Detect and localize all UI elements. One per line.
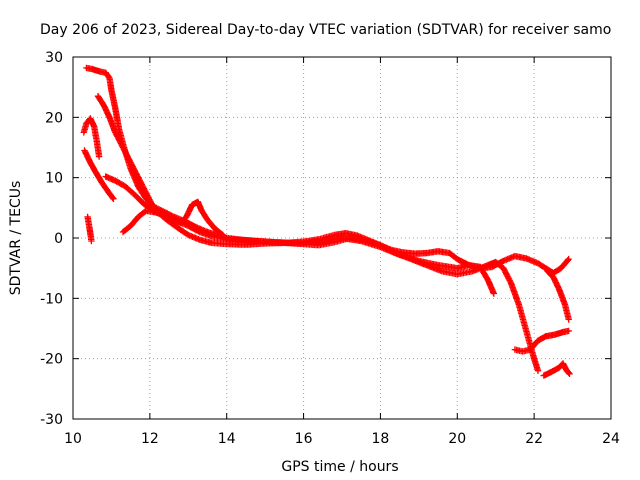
y-tick-label: -30 bbox=[40, 412, 63, 428]
x-axis-label: GPS time / hours bbox=[281, 459, 398, 475]
series-track-6 bbox=[84, 213, 95, 245]
x-tick-label: 20 bbox=[448, 431, 466, 447]
series-markers bbox=[119, 198, 227, 239]
chart-title: Day 206 of 2023, Sidereal Day-to-day VTE… bbox=[40, 22, 611, 38]
series-markers bbox=[84, 213, 95, 245]
series-track-5 bbox=[80, 115, 103, 160]
series-markers bbox=[80, 115, 103, 160]
y-tick-label: 10 bbox=[45, 171, 63, 187]
series-track-9 bbox=[540, 360, 573, 379]
data-layer bbox=[80, 64, 573, 379]
x-tick-label: 22 bbox=[525, 431, 543, 447]
tick-layer: 10 12 14 16 18 20 22 24 -30 -20 -10 0 10 20 30 bbox=[40, 50, 620, 447]
series-track-7 bbox=[119, 198, 227, 239]
series-track-8 bbox=[511, 327, 572, 355]
y-tick-label: 0 bbox=[54, 231, 63, 247]
series-markers bbox=[511, 327, 572, 355]
x-tick-label: 14 bbox=[218, 431, 236, 447]
series-track-3 bbox=[81, 147, 117, 202]
x-tick-label: 12 bbox=[141, 431, 159, 447]
y-tick-label: 20 bbox=[45, 110, 63, 126]
series-markers bbox=[81, 147, 117, 202]
y-tick-label: -10 bbox=[40, 291, 63, 307]
x-tick-label: 10 bbox=[64, 431, 82, 447]
series-markers bbox=[544, 268, 572, 323]
x-tick-label: 24 bbox=[602, 431, 620, 447]
x-tick-label: 16 bbox=[295, 431, 313, 447]
series-track-10 bbox=[544, 268, 572, 323]
y-axis-label: SDTVAR / TECUs bbox=[8, 181, 24, 296]
series-markers bbox=[540, 360, 573, 379]
y-tick-label: -20 bbox=[40, 352, 63, 368]
x-tick-label: 18 bbox=[372, 431, 390, 447]
y-tick-label: 30 bbox=[45, 50, 63, 66]
